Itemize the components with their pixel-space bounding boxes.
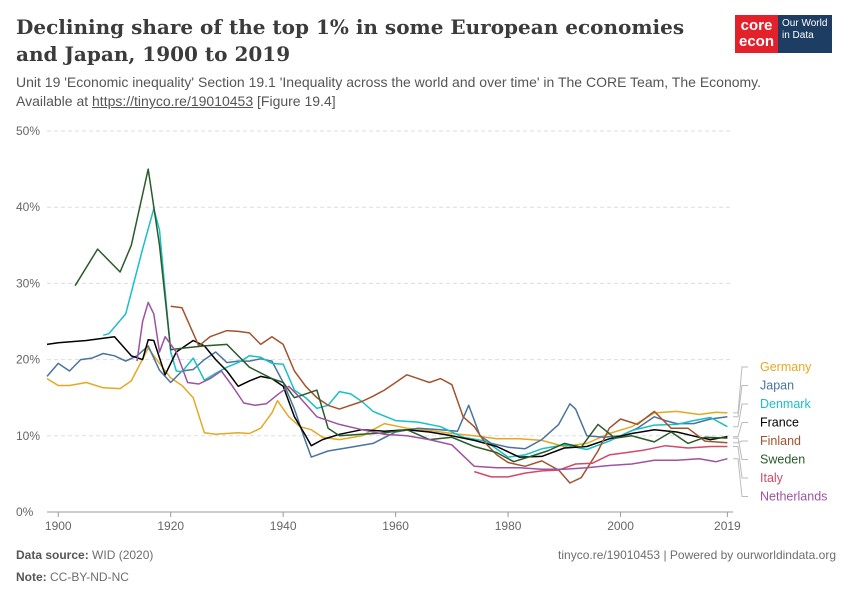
x-tick-label: 1960 [382,519,409,533]
legend-connector-netherlands [733,458,748,497]
series-line-netherlands [136,301,728,471]
owid-logo: Our World in Data [778,15,832,53]
legend-label-italy: Italy [760,471,784,485]
series-line-france [46,335,728,458]
axes: 0% 10% 20% 30% 40% 50% 1900 1920 1940 1960 1980 200… [16,124,741,533]
series-lines [46,168,728,484]
data-source: Data source: WID (2020) [16,548,154,562]
legend-label-denmark: Denmark [760,397,811,411]
legend-label-france: France [760,416,799,430]
x-tick-label: 2019 [714,519,741,533]
chart-subtitle: Unit 19 'Economic inequality' Section 19… [16,73,816,111]
series-line-sweden [74,168,728,463]
legend: Germany Japan Denmark France Finland Sweden It… [733,360,827,504]
legend-connector-japan [733,385,748,418]
legend-label-finland: Finland [760,434,801,448]
legend-label-germany: Germany [760,360,812,374]
legend-label-japan: Japan [760,379,794,393]
series-line-denmark [103,207,728,458]
y-tick-label: 40% [16,200,40,214]
x-tick-label: 2000 [607,519,634,533]
legend-label-netherlands: Netherlands [760,490,827,504]
gridlines [47,130,733,437]
legend-connector-denmark [733,403,748,428]
subtitle-figure-ref: [Figure 19.4] [253,93,336,109]
legend-label-sweden: Sweden [760,453,805,467]
core-econ-logo: core econ [735,15,778,53]
y-tick-label: 20% [16,353,40,367]
series-line-finland [170,305,728,484]
y-tick-label: 50% [16,124,40,138]
x-tick-label: 1980 [495,519,522,533]
y-tick-label: 30% [16,276,40,290]
legend-connector-france [733,422,748,438]
subtitle-text: Unit 19 'Economic inequality' Section 19… [16,74,762,109]
chart-title: Declining share of the top 1% in some Eu… [16,15,685,66]
x-tick-label: 1920 [157,519,184,533]
legend-connector-finland [733,440,748,444]
footer-credit[interactable]: tinyco.re/19010453 | Powered by ourworld… [558,548,836,562]
series-line-italy [474,444,728,478]
y-tick-label: 0% [16,505,34,519]
x-tick-label: 1900 [45,519,72,533]
legend-connector-germany [733,366,748,414]
chart-note: Note: CC-BY-ND-NC [16,570,129,584]
logo[interactable]: core econ Our World in Data [735,15,832,53]
series-line-japan [46,345,728,458]
x-tick-label: 1940 [270,519,297,533]
y-tick-label: 10% [16,429,40,443]
legend-connector-italy [733,446,748,479]
subtitle-link[interactable]: https://tinyco.re/19010453 [92,93,254,109]
legend-connector-sweden [733,437,748,460]
